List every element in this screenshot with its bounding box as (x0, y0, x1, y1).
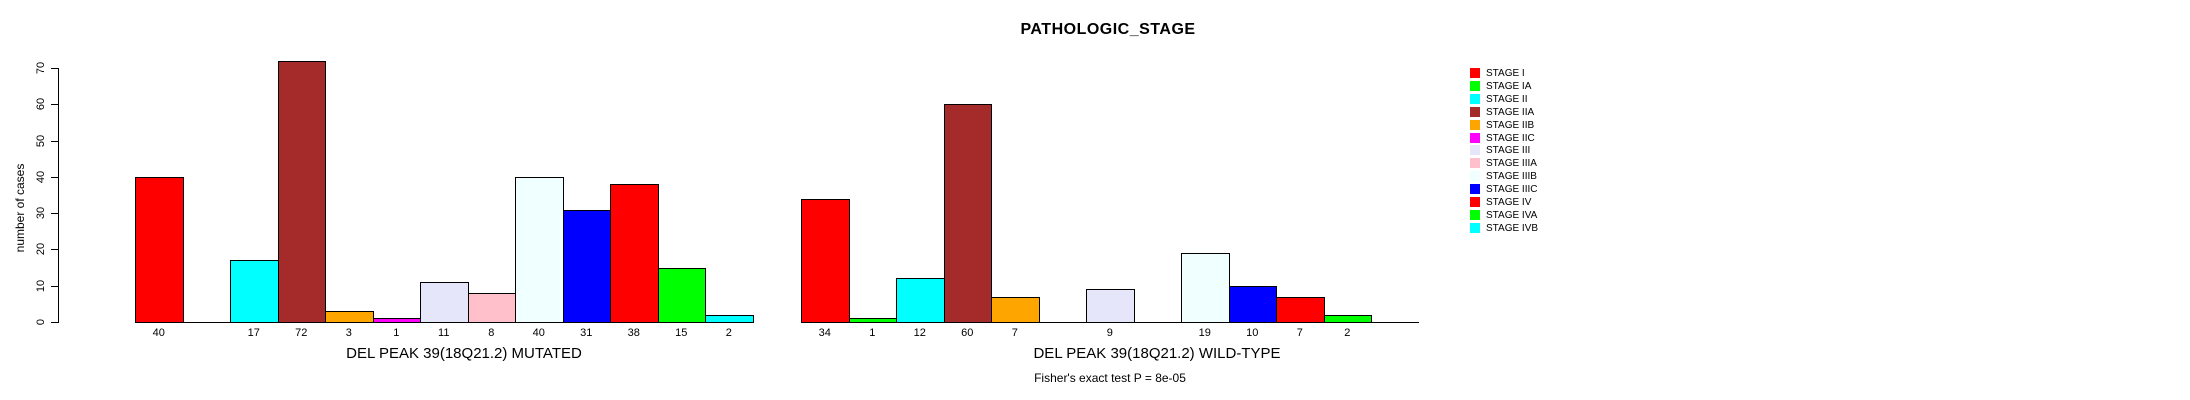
legend-swatch (1470, 80, 1480, 91)
bar-value-label: 38 (627, 327, 640, 339)
y-axis-line (58, 68, 59, 323)
bar-value-label: 60 (961, 327, 974, 339)
legend-swatch (1470, 222, 1480, 233)
bar-stage-i (135, 177, 184, 323)
legend-swatch (1470, 106, 1480, 117)
legend-swatch (1470, 209, 1480, 220)
bar-stage-ii (896, 278, 945, 323)
y-tick-mark (51, 104, 58, 106)
legend-swatch (1470, 145, 1480, 156)
bar-value-label: 8 (488, 327, 495, 339)
y-tick-label: 50 (35, 134, 47, 147)
bar-stage-ia (848, 318, 897, 323)
bar-stage-iiic (562, 210, 611, 323)
bar-stage-iib (325, 311, 374, 323)
bar-value-label: 9 (1106, 327, 1113, 339)
legend-label: STAGE IIB (1486, 119, 1535, 131)
y-tick-label: 40 (35, 170, 47, 183)
legend-swatch (1470, 93, 1480, 104)
legend-swatch (1470, 68, 1480, 78)
legend-swatch (1470, 184, 1480, 195)
legend-swatch (1470, 132, 1480, 143)
bar-value-label: 1 (869, 327, 876, 339)
bar-stage-iib (991, 297, 1040, 323)
bar-value-label: 19 (1198, 327, 1211, 339)
bar-stage-i (801, 199, 850, 323)
group-axis-title: DEL PEAK 39(18Q21.2) MUTATED (346, 345, 582, 362)
bar-value-label: 15 (675, 327, 688, 339)
legend-label: STAGE IIIC (1486, 184, 1538, 196)
legend-label: STAGE IIA (1486, 106, 1535, 118)
y-axis-label: number of cases (13, 163, 27, 253)
y-tick-mark (51, 68, 58, 69)
legend-label: STAGE IA (1486, 80, 1532, 92)
bar-value-label: 34 (818, 327, 831, 339)
y-tick-label: 60 (35, 98, 47, 111)
legend-label: STAGE IIIA (1486, 158, 1537, 170)
chart-title: PATHOLOGIC_STAGE (1020, 21, 1196, 38)
legend-label: STAGE IV (1486, 197, 1532, 208)
bar-stage-iii (420, 282, 469, 323)
bar-stage-ivb (705, 315, 754, 323)
y-tick-mark (51, 285, 58, 287)
bar-value-label: 3 (345, 327, 352, 339)
bar-stage-iiic (1228, 286, 1277, 323)
bar-stage-iva (1323, 315, 1372, 323)
bar-value-label: 7 (1296, 327, 1303, 339)
bar-stage-iiib (1181, 253, 1230, 323)
bar-value-label: 40 (152, 327, 165, 339)
fisher-test-caption: Fisher's exact test P = 8e-05 (1034, 371, 1186, 385)
y-tick-mark (51, 176, 58, 178)
bar-value-label: 31 (580, 327, 593, 339)
legend-label: STAGE IVB (1486, 222, 1539, 234)
group-axis-title: DEL PEAK 39(18Q21.2) WILD-TYPE (1033, 345, 1281, 362)
bar-stage-iv (610, 184, 659, 323)
legend-label: STAGE IIIB (1486, 171, 1537, 183)
bar-value-label: 7 (1011, 327, 1018, 339)
bar-stage-iia (277, 61, 326, 323)
legend-label: STAGE IVA (1486, 209, 1538, 221)
y-tick-label: 20 (35, 243, 47, 256)
y-tick-label: 70 (35, 61, 47, 75)
bar-stage-iic (372, 318, 421, 323)
y-tick-mark (51, 213, 58, 215)
bar-stage-iiia (467, 293, 516, 323)
bar-value-label: 10 (1246, 327, 1259, 339)
legend-label: STAGE II (1486, 93, 1528, 105)
bar-value-label: 11 (438, 327, 450, 339)
bar-value-label: 17 (247, 327, 260, 339)
legend-swatch (1470, 158, 1480, 169)
bar-value-label: 2 (725, 327, 732, 339)
y-tick-label: 0 (35, 318, 47, 326)
bar-stage-iia (943, 104, 992, 323)
y-tick-label: 30 (35, 207, 47, 220)
bar-stage-ii (230, 260, 279, 323)
bar-value-label: 72 (295, 327, 308, 339)
y-tick-mark (51, 322, 58, 323)
legend-label: STAGE IIC (1486, 132, 1535, 144)
y-tick-label: 10 (35, 279, 47, 292)
bar-value-label: 2 (1344, 327, 1351, 339)
bar-stage-iva (657, 268, 706, 323)
legend-swatch (1470, 171, 1480, 182)
legend-swatch (1470, 197, 1480, 207)
bar-stage-iii (1086, 289, 1135, 323)
legend-label: STAGE III (1486, 145, 1531, 157)
bar-value-label: 40 (532, 327, 545, 339)
bar-stage-iv (1276, 297, 1325, 323)
y-tick-mark (51, 140, 58, 142)
bar-value-label: 12 (913, 327, 926, 339)
legend-swatch (1470, 119, 1480, 130)
bar-value-label: 1 (393, 327, 400, 339)
bar-stage-iiib (515, 177, 564, 323)
legend-label: STAGE I (1486, 68, 1525, 79)
y-tick-mark (51, 249, 58, 251)
